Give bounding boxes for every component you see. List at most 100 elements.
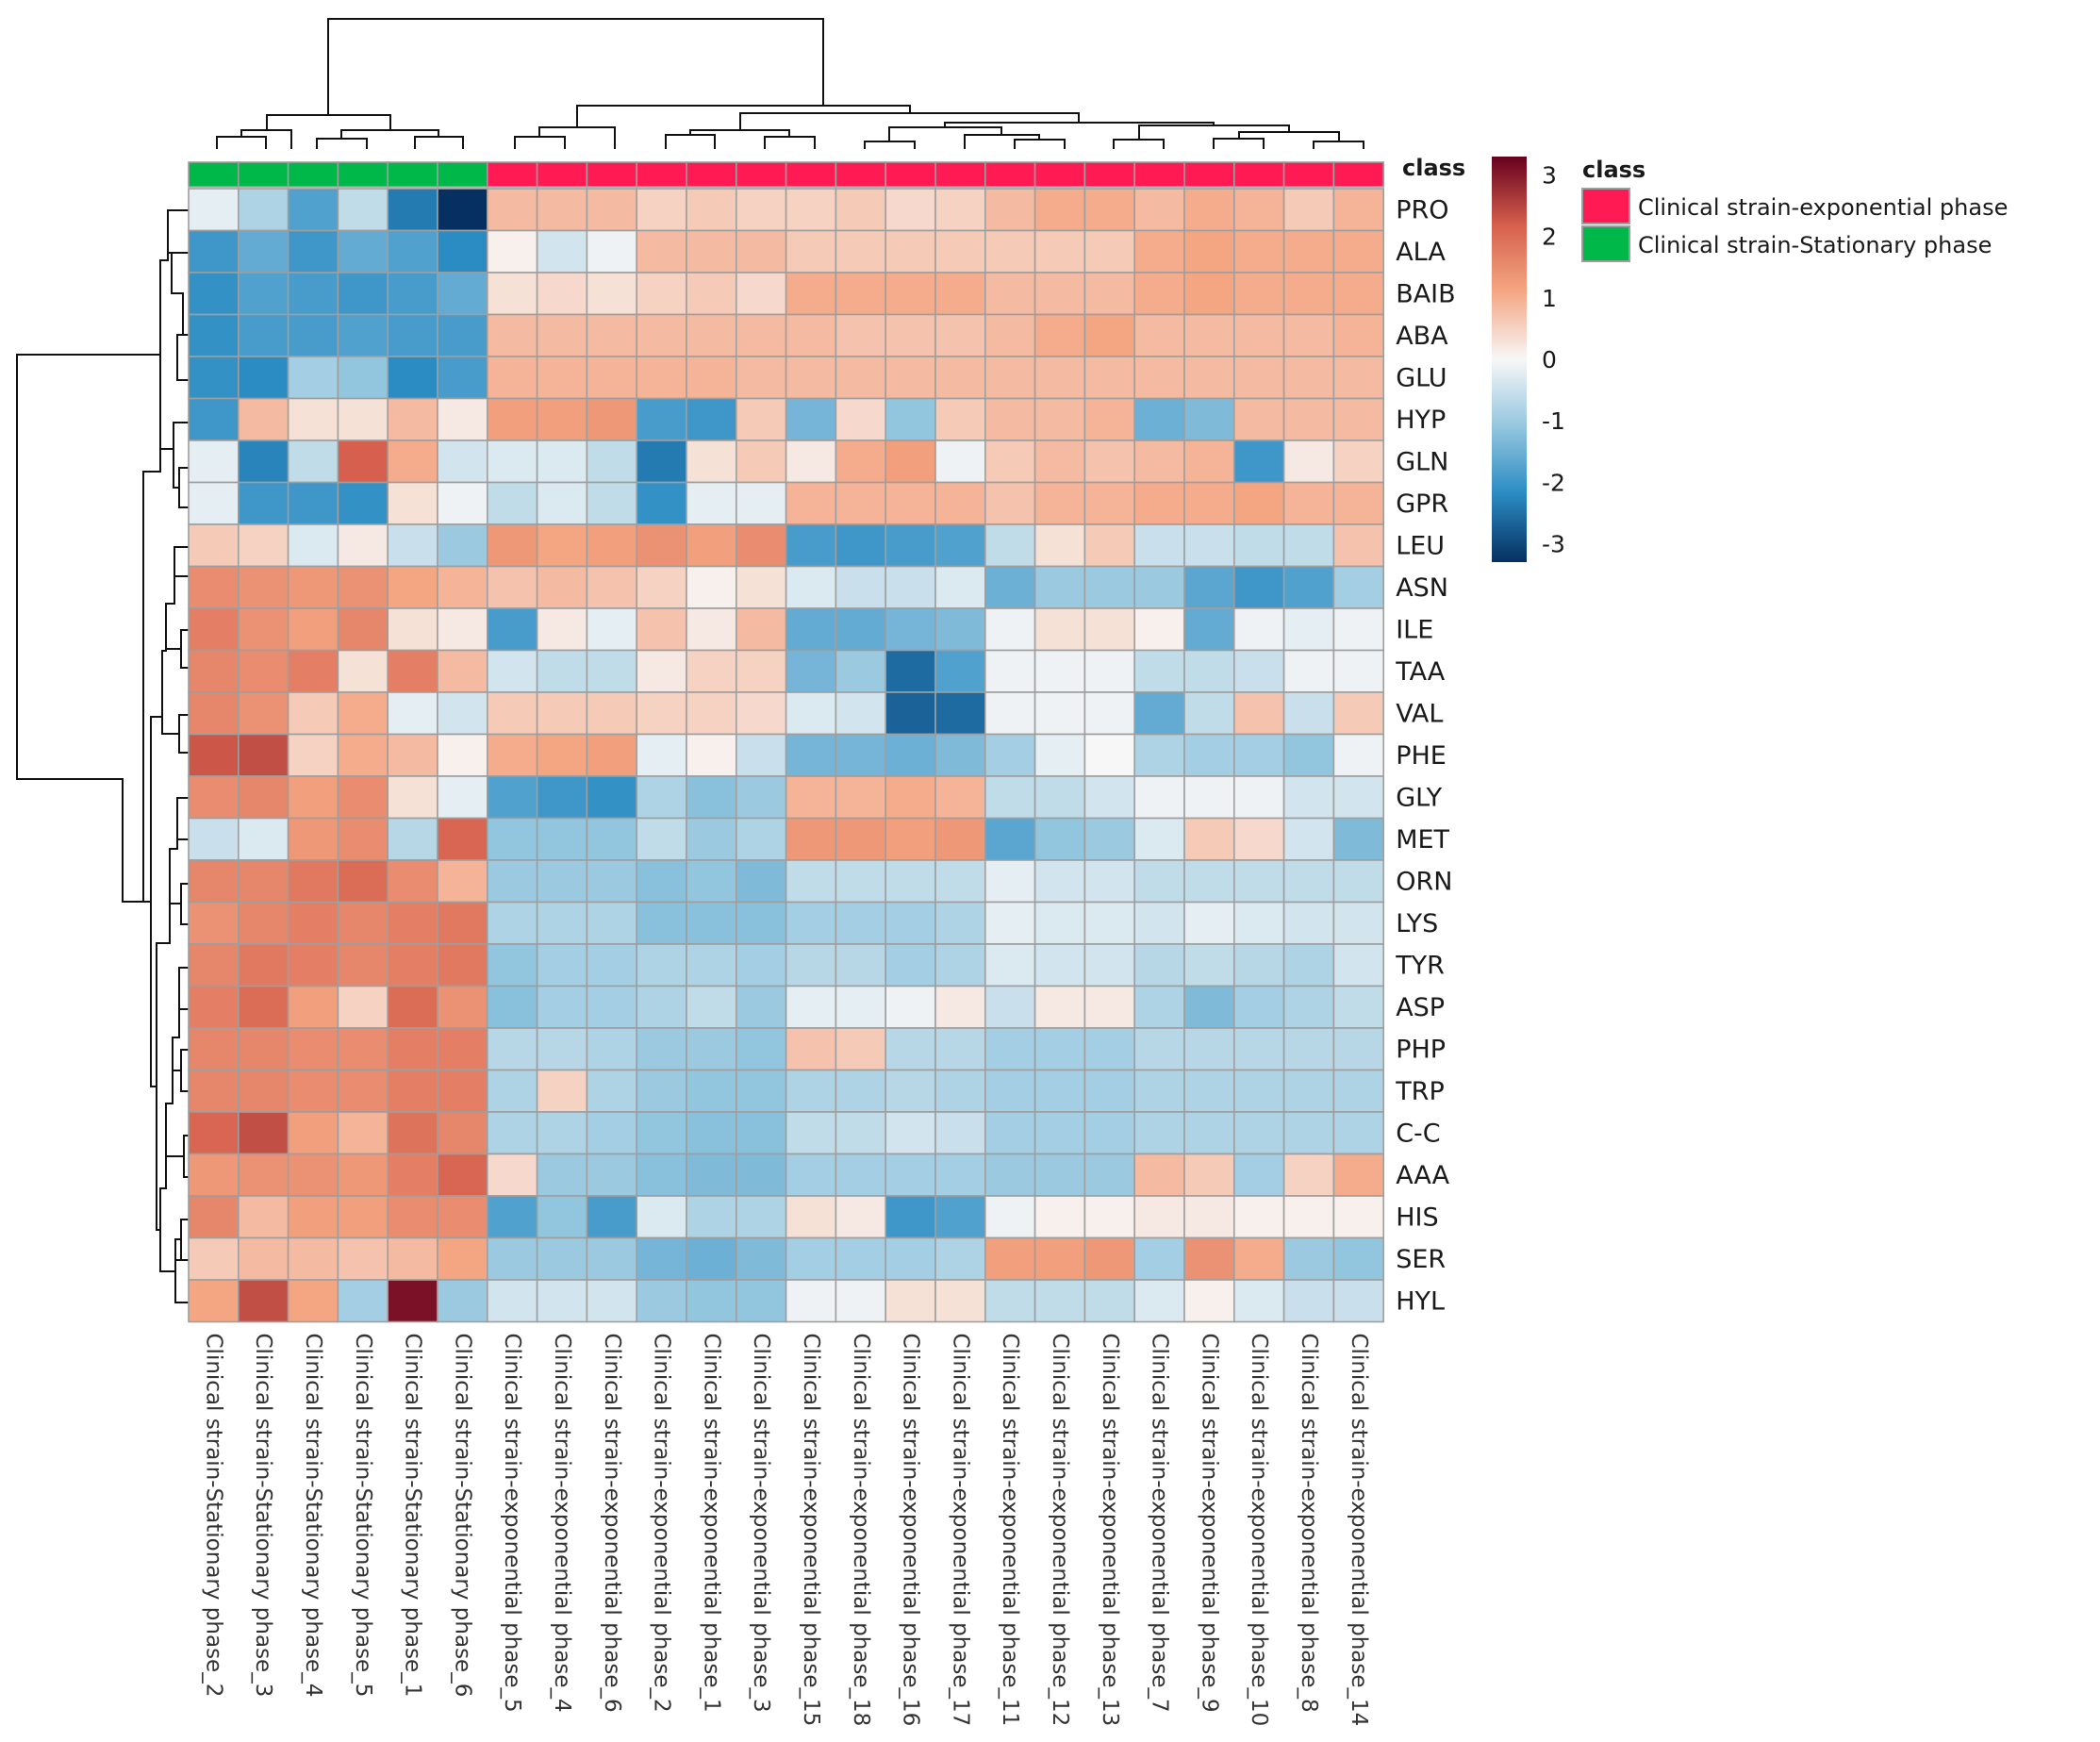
heatmap-cell (238, 1111, 289, 1155)
heatmap-cell (1133, 1279, 1185, 1323)
heatmap-cell (1282, 229, 1335, 274)
heatmap-cell (337, 985, 389, 1029)
heatmap-cell (636, 775, 687, 820)
heatmap-cell (1183, 188, 1235, 232)
heatmap-cell (437, 985, 488, 1029)
heatmap-cell (1183, 1195, 1235, 1239)
heatmap-cell (287, 229, 339, 274)
column-label: Clinical strain-Stationary phase_6 (450, 1334, 474, 1698)
heatmap-cell (287, 1236, 339, 1281)
heatmap-cell (1133, 985, 1185, 1029)
heatmap-cell (835, 565, 887, 609)
heatmap-cell (1083, 1236, 1136, 1281)
heatmap-cell (1133, 481, 1185, 525)
heatmap-cell (437, 356, 488, 400)
heatmap-cell (437, 649, 488, 693)
heatmap-cell (1033, 775, 1086, 820)
heatmap-cell (984, 1195, 1036, 1239)
heatmap-cell (337, 229, 389, 274)
heatmap-cell (934, 691, 986, 736)
heatmap-cell (1083, 649, 1136, 693)
heatmap-cell (287, 1111, 339, 1155)
heatmap-cell (1033, 481, 1086, 525)
column-label-name: Clinical strain-exponential phase_ (1048, 1334, 1072, 1700)
heatmap-cell (337, 440, 389, 484)
heatmap-cell (536, 607, 588, 652)
heatmap-cell (934, 1153, 986, 1197)
heatmap-cell (686, 649, 737, 693)
column-label: Clinical strain-Stationary phase_5 (351, 1334, 375, 1698)
heatmap-cell (586, 1153, 638, 1197)
heatmap-cell (934, 397, 986, 441)
heatmap-cell (885, 985, 936, 1029)
heatmap-cell (934, 523, 986, 568)
heatmap-cell (1083, 313, 1136, 357)
heatmap-cell (1083, 440, 1136, 484)
heatmap-cell (686, 313, 737, 357)
heatmap-cell (188, 733, 240, 777)
heatmap-cell (885, 1069, 936, 1113)
heatmap-cell (785, 397, 837, 441)
heatmap-cell (1183, 313, 1235, 357)
heatmap-cell (337, 943, 389, 987)
heatmap-cell (735, 607, 787, 652)
heatmap-cell (536, 901, 588, 945)
heatmap-cell (1133, 440, 1185, 484)
column-label-name: Clinical strain-Stationary phase_ (301, 1334, 325, 1684)
heatmap-cell (387, 1195, 438, 1239)
heatmap-cell (1183, 901, 1235, 945)
heatmap-cell (486, 1069, 538, 1113)
heatmap-cell (835, 1153, 887, 1197)
heatmap-cell (536, 859, 588, 904)
heatmap-cell (1183, 649, 1235, 693)
heatmap-cell (188, 1236, 240, 1281)
class-bar-cell (188, 161, 240, 188)
heatmap-cell (536, 565, 588, 609)
heatmap-cell (387, 1027, 438, 1071)
heatmap-cell (885, 691, 936, 736)
row-label: TAA (1395, 657, 1446, 687)
heatmap-cell (238, 649, 289, 693)
heatmap-cell (835, 1279, 887, 1323)
row-label: HYL (1396, 1286, 1445, 1316)
heatmap-cell (1133, 1069, 1185, 1113)
heatmap-cell (984, 985, 1036, 1029)
heatmap-cell (1083, 272, 1136, 316)
heatmap-cell (1083, 397, 1136, 441)
heatmap-cell (1233, 901, 1285, 945)
heatmap-cell (785, 817, 837, 861)
heatmap-cell (586, 775, 638, 820)
heatmap-cell (1282, 313, 1335, 357)
heatmap-cell (1183, 523, 1235, 568)
heatmap-cell (1282, 943, 1335, 987)
heatmap-cell (287, 1153, 339, 1197)
heatmap-cell (437, 691, 488, 736)
heatmap-cell (984, 565, 1036, 609)
heatmap-cell (1332, 691, 1385, 736)
heatmap-cell (1233, 397, 1285, 441)
heatmap-cell (1282, 1027, 1335, 1071)
heatmap-cell (984, 817, 1036, 861)
class-bar-cell (1233, 161, 1285, 188)
heatmap-cell (1133, 565, 1185, 609)
row-label: ORN (1396, 867, 1452, 896)
heatmap-cell (536, 481, 588, 525)
heatmap-cell (188, 691, 240, 736)
column-label: Clinical strain-exponential phase_10 (1247, 1334, 1271, 1727)
heatmap-cell (785, 901, 837, 945)
column-label-name: Clinical strain-exponential phase_ (550, 1334, 574, 1700)
heatmap-cell (1332, 313, 1385, 357)
column-label: Clinical strain-exponential phase_18 (849, 1334, 873, 1727)
row-label: HYP (1396, 406, 1446, 435)
heatmap-cell (486, 229, 538, 274)
heatmap-cell (1183, 1279, 1235, 1323)
column-label-name: Clinical strain-exponential phase_ (1297, 1334, 1321, 1700)
row-label: C-C (1396, 1119, 1440, 1148)
column-label-number: 4 (550, 1699, 574, 1713)
heatmap-cell (735, 859, 787, 904)
heatmap-cell (387, 272, 438, 316)
heatmap-cell (188, 272, 240, 316)
heatmap-cell (735, 985, 787, 1029)
heatmap-cell (1233, 272, 1285, 316)
heatmap-cell (835, 1027, 887, 1071)
